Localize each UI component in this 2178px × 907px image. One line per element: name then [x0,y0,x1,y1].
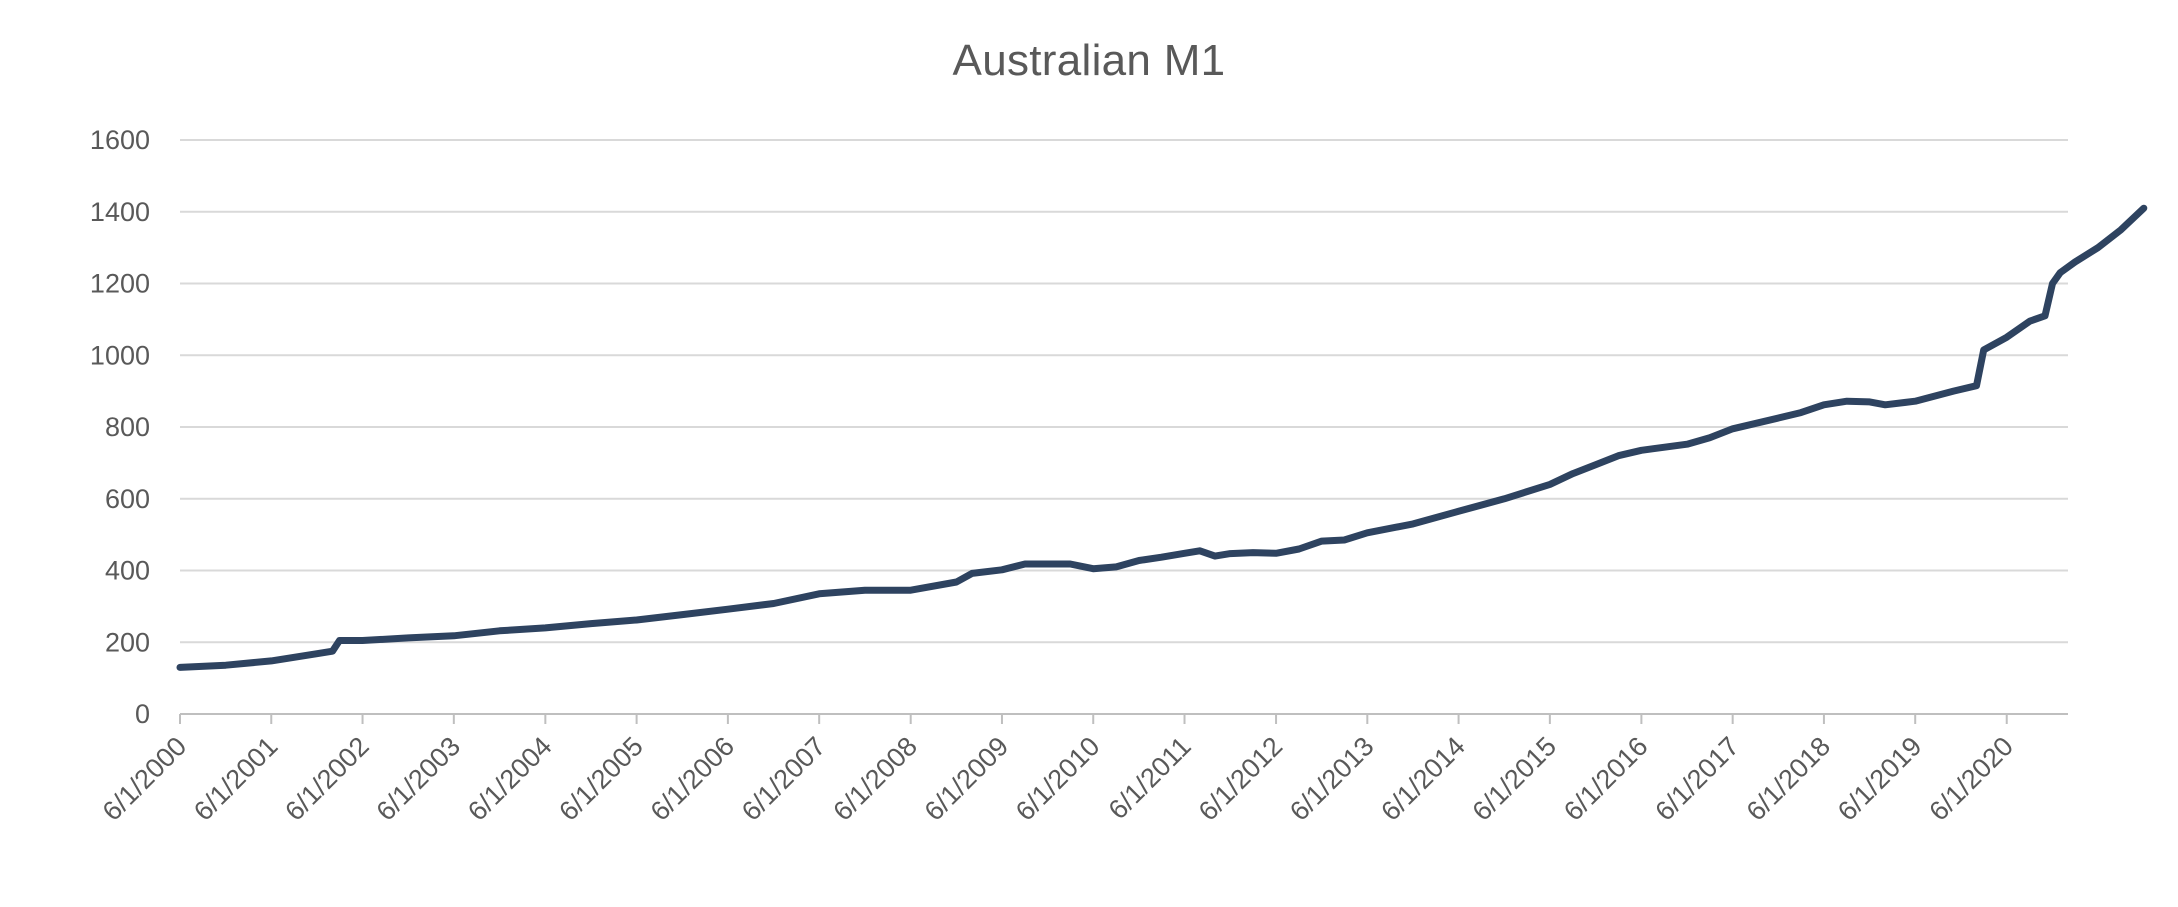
chart-title: Australian M1 [952,36,1226,85]
x-tick-label: 6/1/2017 [1649,731,1745,827]
x-axis [179,713,2068,724]
y-axis-tick-labels: 0 200 400 600 800 1000 1200 1400 1600 [90,125,150,729]
y-tick-label: 800 [105,412,150,442]
x-tick-label: 6/1/2018 [1741,731,1837,827]
x-tick-label: 6/1/2009 [919,731,1015,827]
x-tick-label: 6/1/2012 [1193,731,1289,827]
x-tick-label: 6/1/2006 [645,731,741,827]
y-tick-label: 1200 [90,269,150,299]
x-tick-label: 6/1/2005 [553,731,649,827]
x-axis-tick-labels: 6/1/20006/1/20016/1/20026/1/20036/1/2004… [97,731,2019,827]
x-tick-label: 6/1/2001 [188,731,284,827]
series-layer [176,204,2148,671]
y-tick-label: 1000 [90,340,150,370]
x-tick-label: 6/1/2015 [1467,731,1563,827]
x-tick-label: 6/1/2011 [1103,731,1197,825]
x-tick-label: 6/1/2014 [1375,731,1471,827]
y-tick-label: 600 [105,484,150,514]
x-tick-label: 6/1/2016 [1558,731,1654,827]
y-tick-label: 1400 [90,197,150,227]
x-tick-label: 6/1/2013 [1284,731,1380,827]
x-tick-label: 6/1/2003 [371,731,467,827]
gridlines [180,139,2068,644]
y-tick-label: 0 [135,699,150,729]
y-tick-label: 1600 [90,125,150,155]
x-tick-label: 6/1/2010 [1010,731,1106,827]
y-tick-label: 200 [105,627,150,657]
y-tick-label: 400 [105,556,150,586]
x-tick-label: 6/1/2004 [462,731,558,827]
x-tick-label: 6/1/2000 [97,731,193,827]
x-tick-label: 6/1/2019 [1832,731,1928,827]
x-tick-label: 6/1/2020 [1923,731,2019,827]
x-tick-label: 6/1/2008 [827,731,923,827]
x-tick-label: 6/1/2007 [736,731,832,827]
series-line [176,204,2148,671]
x-tick-label: 6/1/2002 [279,731,375,827]
